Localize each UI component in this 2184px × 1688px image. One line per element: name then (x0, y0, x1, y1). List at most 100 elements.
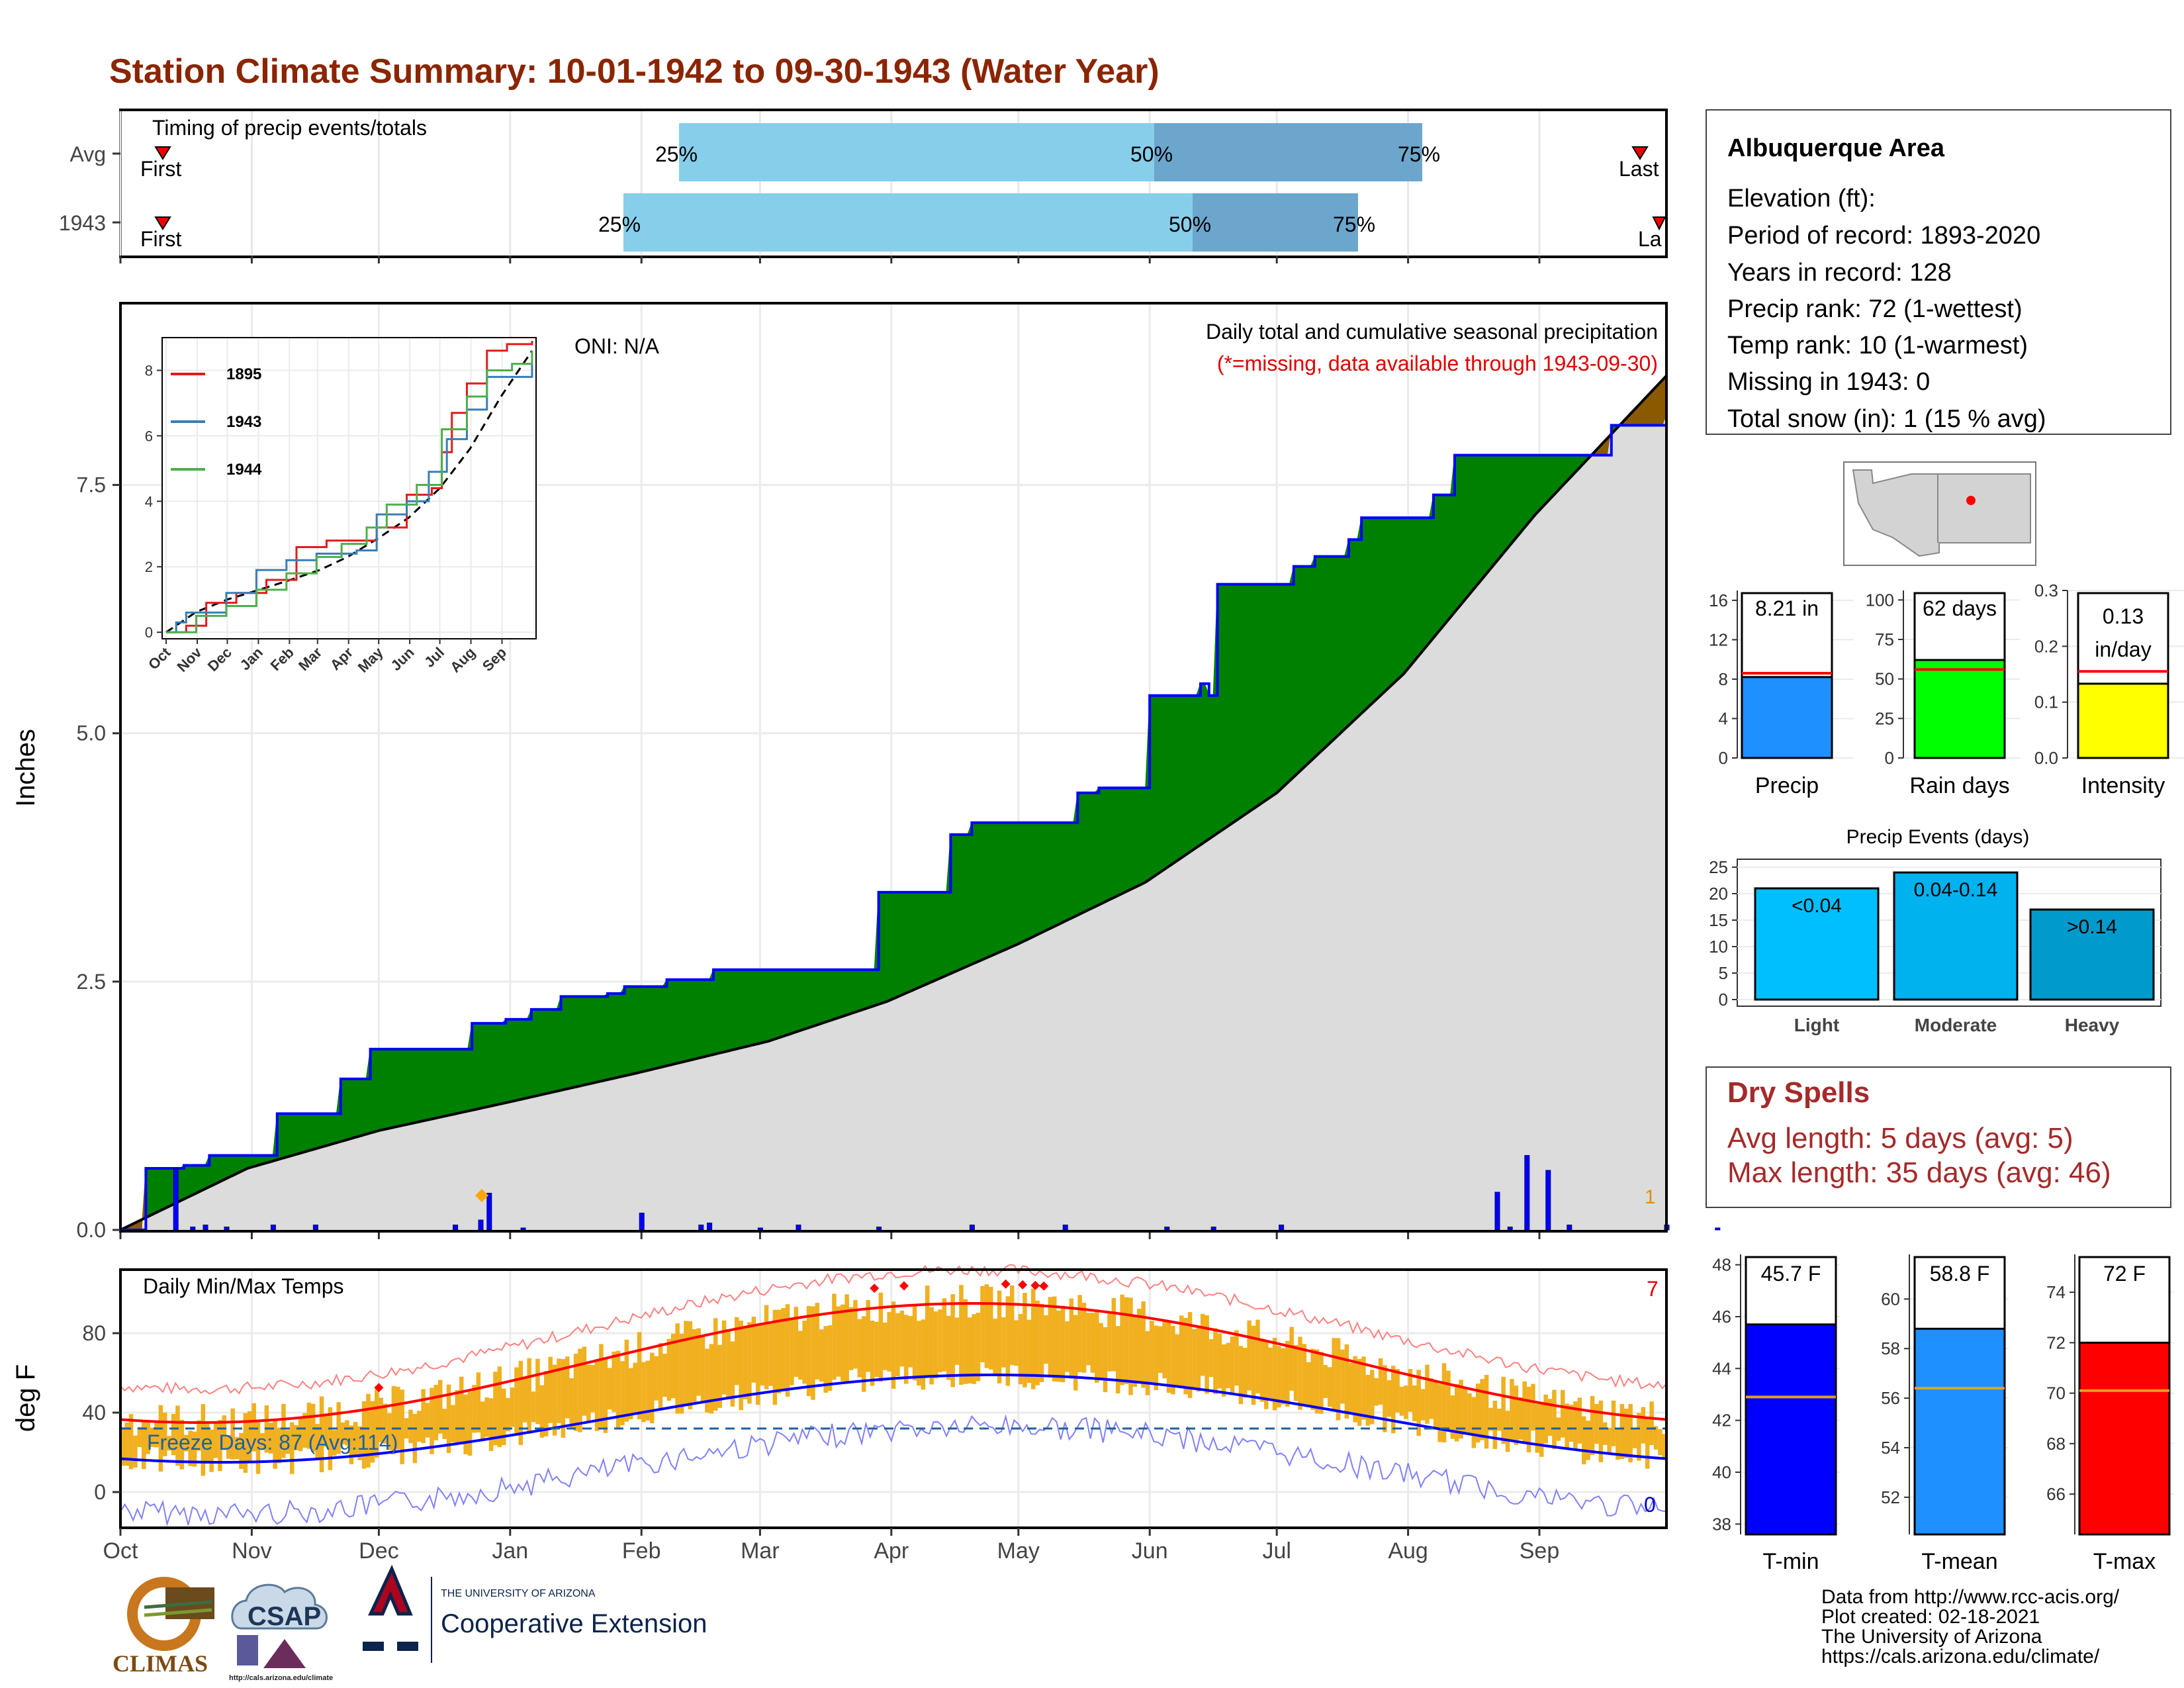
daily-temp-bar (608, 1368, 612, 1410)
daily-temp-bar (1615, 1429, 1620, 1460)
precip-surplus-area (958, 834, 964, 970)
daily-temp-bar (251, 1403, 256, 1452)
precip-surplus-area (632, 986, 638, 1074)
precip-surplus-area (674, 979, 680, 1064)
summary-bar-label: Intensity (2081, 773, 2165, 798)
daily-temp-bar (624, 1339, 629, 1422)
timing-avg-50-75-bar (1154, 123, 1422, 181)
daily-temp-bar (476, 1372, 481, 1432)
precip-ytick-label: 0.0 (77, 1218, 106, 1242)
precip-surplus-area (1344, 539, 1349, 730)
precip-surplus-area (1420, 517, 1426, 655)
precip-surplus-area (353, 1078, 358, 1139)
precip-surplus-area (425, 1049, 430, 1121)
record-high-marker (870, 1284, 880, 1293)
yr-q25-label: 25% (598, 212, 641, 236)
daily-temp-bar (1192, 1329, 1197, 1390)
precip-surplus-area (662, 978, 668, 1068)
precip-surplus-area (323, 1113, 329, 1147)
month-label: Jul (1262, 1538, 1291, 1564)
precip-surplus-area (1500, 455, 1506, 557)
last-label-1943: La (1638, 227, 1662, 251)
precip-surplus-area (582, 996, 587, 1086)
precip-surplus-area (641, 986, 647, 1073)
daily-precip-bar (1164, 1226, 1170, 1231)
daily-temp-bar (243, 1413, 248, 1473)
daily-temp-bar (1637, 1413, 1641, 1461)
precip-surplus-area (1183, 695, 1189, 857)
daily-temp-bar (1023, 1293, 1027, 1387)
precip-ytick-label: 5.0 (77, 722, 106, 745)
daily-temp-bar (255, 1421, 261, 1474)
precip-surplus-area (1090, 792, 1095, 910)
daily-temp-bar (539, 1385, 545, 1438)
precip-surplus-area (361, 1078, 367, 1136)
daily-temp-bar (192, 1431, 197, 1467)
precip-surplus-area (433, 1049, 439, 1119)
daily-temp-bar (430, 1387, 434, 1454)
precip-surplus-area (374, 1049, 379, 1133)
daily-temp-bar (1552, 1389, 1557, 1450)
daily-temp-bar (1255, 1319, 1260, 1393)
station-line-5: Missing in 1943: 0 (1727, 368, 1930, 396)
precip-surplus-area (217, 1154, 223, 1184)
freeze-days: Freeze Days: 87 (Avg:114) (147, 1430, 398, 1454)
daily-temp-bar (760, 1323, 764, 1386)
daily-temp-bar (1230, 1336, 1235, 1393)
daily-temp-bar (781, 1308, 786, 1389)
precip-surplus-area (1281, 584, 1286, 790)
daily-temp-bar (874, 1321, 879, 1378)
precip-surplus-area (836, 969, 841, 1019)
daily-temp-bar (963, 1299, 968, 1384)
precip-surplus-area (1441, 494, 1447, 629)
precip-surplus-area (1475, 455, 1480, 588)
daily-temp-bar (1619, 1403, 1625, 1460)
daily-temp-bar (1243, 1347, 1248, 1398)
precip-surplus-area (713, 969, 718, 1055)
precip-surplus-area (912, 892, 917, 991)
daily-temp-bar (324, 1415, 328, 1447)
precip-surplus-area (1543, 455, 1549, 507)
events-bar-Moderate (1893, 871, 2019, 1001)
daily-temp-bar (912, 1305, 917, 1381)
daily-temp-bar (802, 1321, 807, 1384)
temp-label: Daily Min/Max Temps (143, 1274, 343, 1298)
precip-surplus-area (730, 969, 735, 1051)
daily-temp-bar (357, 1426, 362, 1460)
station-location-dot (1966, 496, 1976, 505)
tbar-value-T-mean (1913, 1327, 2006, 1536)
daily-temp-bar (248, 1411, 252, 1462)
precip-surplus-area (942, 892, 947, 978)
tbar-tick-label: 44 (1712, 1358, 1731, 1378)
tbar-value-label: 58.8 F (1930, 1262, 1990, 1286)
precip-deficit-area (1653, 383, 1659, 426)
daily-temp-bar (692, 1329, 697, 1403)
daily-temp-bar (1323, 1365, 1328, 1398)
tbar-tick-label: 72 (2046, 1333, 2066, 1352)
precip-surplus-area (772, 969, 778, 1041)
precip-surplus-area (1022, 822, 1028, 943)
precip-surplus-area (1272, 584, 1277, 797)
daily-temp-bar (404, 1418, 409, 1439)
precip-surplus-area (1251, 584, 1256, 811)
daily-temp-bar (848, 1307, 854, 1370)
precip-surplus-area (1132, 787, 1138, 889)
daily-temp-bar (573, 1354, 578, 1431)
precip-surplus-area (903, 892, 909, 995)
last-label-avg: Last (1619, 157, 1659, 181)
daily-temp-bar (620, 1361, 625, 1426)
daily-precip-bar (190, 1226, 196, 1231)
inset-ytick-label: 0 (145, 624, 153, 641)
precip-surplus-area (1306, 566, 1311, 766)
precip-surplus-area (649, 986, 655, 1070)
daily-temp-bar (1565, 1403, 1569, 1448)
precip-surplus-area (831, 969, 837, 1021)
daily-temp-bar (1077, 1295, 1082, 1372)
precip-surplus-area (764, 969, 769, 1043)
precip-surplus-area (997, 822, 1002, 954)
daily-temp-bar (171, 1413, 176, 1456)
avg-q75-label: 75% (1398, 142, 1440, 166)
precip-surplus-area (709, 969, 714, 1056)
precip-surplus-area (1390, 517, 1396, 686)
precip-surplus-area (1259, 584, 1265, 806)
